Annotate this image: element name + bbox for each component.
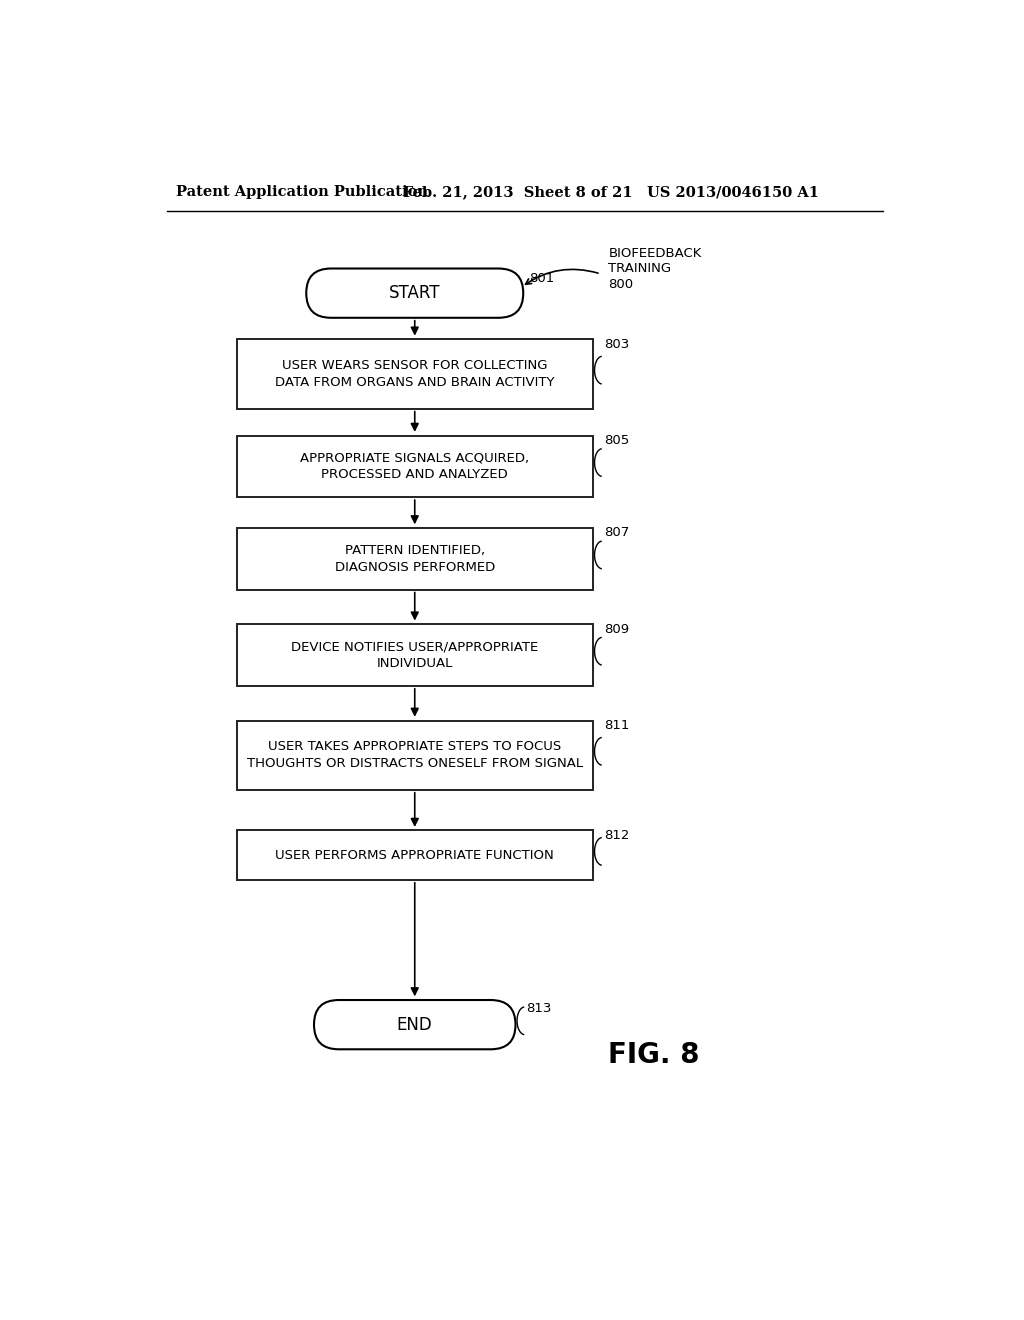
- Text: US 2013/0046150 A1: US 2013/0046150 A1: [647, 185, 819, 199]
- FancyBboxPatch shape: [306, 268, 523, 318]
- Text: 801: 801: [529, 272, 555, 285]
- FancyBboxPatch shape: [237, 624, 593, 686]
- Text: 809: 809: [604, 623, 629, 636]
- Text: PATTERN IDENTIFIED,
DIAGNOSIS PERFORMED: PATTERN IDENTIFIED, DIAGNOSIS PERFORMED: [335, 544, 495, 574]
- Text: TRAINING: TRAINING: [608, 263, 672, 276]
- Text: 812: 812: [604, 829, 629, 842]
- Text: 800: 800: [608, 277, 634, 290]
- Text: USER TAKES APPROPRIATE STEPS TO FOCUS
THOUGHTS OR DISTRACTS ONESELF FROM SIGNAL: USER TAKES APPROPRIATE STEPS TO FOCUS TH…: [247, 741, 583, 770]
- Text: 811: 811: [604, 719, 629, 733]
- Text: APPROPRIATE SIGNALS ACQUIRED,
PROCESSED AND ANALYZED: APPROPRIATE SIGNALS ACQUIRED, PROCESSED …: [300, 451, 529, 482]
- Text: USER WEARS SENSOR FOR COLLECTING
DATA FROM ORGANS AND BRAIN ACTIVITY: USER WEARS SENSOR FOR COLLECTING DATA FR…: [275, 359, 555, 389]
- Text: Patent Application Publication: Patent Application Publication: [176, 185, 428, 199]
- Text: Feb. 21, 2013  Sheet 8 of 21: Feb. 21, 2013 Sheet 8 of 21: [403, 185, 633, 199]
- FancyBboxPatch shape: [314, 1001, 515, 1049]
- FancyBboxPatch shape: [237, 528, 593, 590]
- Text: 805: 805: [604, 434, 629, 447]
- Text: BIOFEEDBACK: BIOFEEDBACK: [608, 247, 701, 260]
- Text: FIG. 8: FIG. 8: [608, 1041, 700, 1069]
- Text: DEVICE NOTIFIES USER/APPROPRIATE
INDIVIDUAL: DEVICE NOTIFIES USER/APPROPRIATE INDIVID…: [291, 640, 539, 671]
- Text: 803: 803: [604, 338, 629, 351]
- Text: 813: 813: [526, 1002, 552, 1015]
- FancyBboxPatch shape: [237, 339, 593, 409]
- FancyBboxPatch shape: [237, 436, 593, 498]
- Text: USER PERFORMS APPROPRIATE FUNCTION: USER PERFORMS APPROPRIATE FUNCTION: [275, 849, 554, 862]
- Text: END: END: [397, 1015, 432, 1034]
- FancyBboxPatch shape: [237, 830, 593, 880]
- Text: 807: 807: [604, 527, 629, 540]
- Text: START: START: [389, 284, 440, 302]
- FancyBboxPatch shape: [237, 721, 593, 789]
